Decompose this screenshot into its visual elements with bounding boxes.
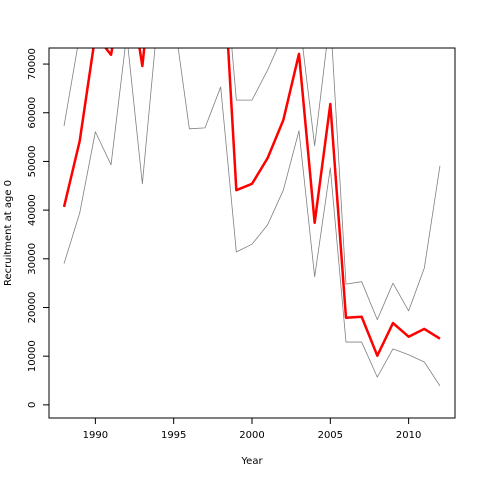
x-tick-label: 2000 [239,430,264,441]
y-tick-label: 20000 [27,292,38,324]
x-tick-label: 1995 [161,430,186,441]
series-line [63,48,441,387]
plot-lines [62,48,441,387]
y-tick-label: 60000 [27,97,38,129]
y-tick-label: 10000 [27,340,38,372]
y-tick-label: 40000 [27,194,38,226]
y-tick-label: 70000 [27,48,38,80]
x-tick-label: 2010 [396,430,421,441]
y-tick-label: 30000 [27,243,38,275]
x-tick-label: 1990 [83,430,108,441]
x-axis-label: Year [240,456,263,467]
y-tick-label: 0 [27,402,38,408]
series-line [62,48,441,357]
y-tick-label: 50000 [27,146,38,178]
series-line [63,48,441,321]
y-axis-label: Recruitment at age 0 [3,180,14,286]
x-tick-label: 2005 [318,430,343,441]
plot-frame [48,47,456,419]
